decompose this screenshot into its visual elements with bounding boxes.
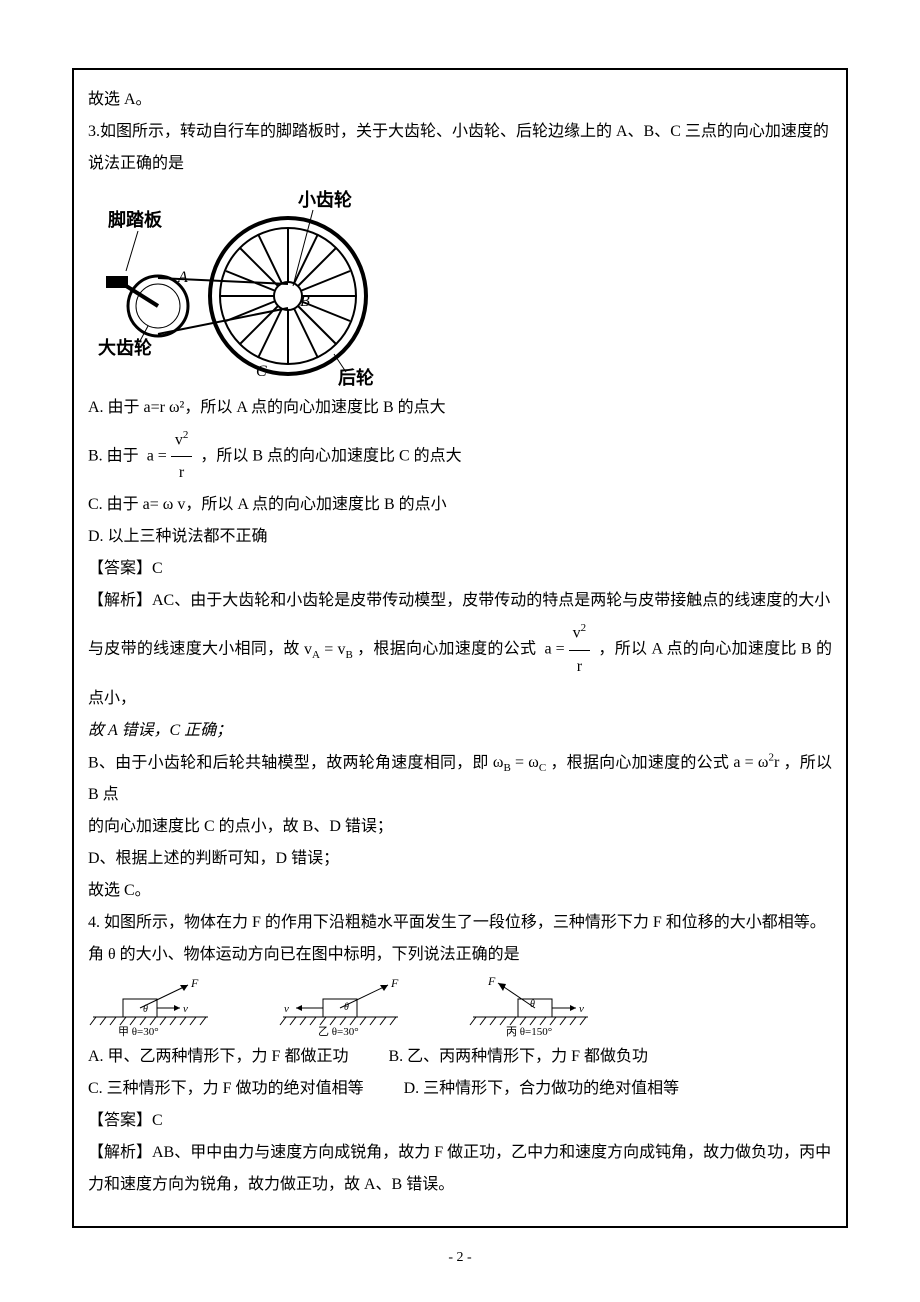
q4-ans: 【答案】C: [88, 1105, 832, 1137]
q3-exp4: B、由于小齿轮和后轮共轴模型，故两轮角速度相同，即 ωB = ωC ，根据向心加…: [88, 747, 832, 812]
q3-optC: C. 由于 a= ω v，所以 A 点的向心加速度比 B 的点小: [88, 489, 832, 521]
q3-optD: D. 以上三种说法都不正确: [88, 521, 832, 553]
label-theta-bing: θ: [530, 999, 535, 1010]
q3-exp3-text: 故 A 错误，C 正确；: [88, 722, 232, 739]
line-pre: 故选 A。: [88, 84, 832, 116]
label-biggear: 大齿轮: [98, 337, 152, 358]
q3-exp2-mid: ，根据向心加速度的公式: [357, 641, 536, 658]
q4-stem2: 角 θ 的大小、物体运动方向已在图中标明，下列说法正确的是: [88, 939, 832, 971]
q3-figure: A B C 脚踏板 大齿轮 小齿轮 后轮: [88, 186, 832, 386]
label-A: A: [177, 269, 188, 286]
q4-optB: B. 乙、丙两种情形下，力 F 都做负功: [388, 1041, 648, 1073]
formula-wb-wc: ωB = ωC: [493, 754, 546, 771]
q3-optB-pre: B. 由于: [88, 447, 139, 464]
q3-exp4-mid: ，根据向心加速度的公式: [550, 754, 729, 771]
label-v-jia: v: [183, 1003, 188, 1015]
q4-stem1: 4. 如图所示，物体在力 F 的作用下沿粗糙水平面发生了一段位移，三种情形下力 …: [88, 907, 832, 939]
label-smallgear: 小齿轮: [298, 189, 352, 210]
q4-optC: C. 三种情形下，力 F 做功的绝对值相等: [88, 1073, 364, 1105]
label-theta-jia: θ: [143, 1004, 148, 1015]
q3-exp3: 故 A 错误，C 正确；: [88, 715, 832, 747]
page-border: 故选 A。 3.如图所示，转动自行车的脚踏板时，关于大齿轮、小齿轮、后轮边缘上的…: [72, 68, 848, 1228]
label-F-jia: F: [190, 977, 199, 990]
formula-denom-2: r: [569, 651, 591, 683]
label-theta-yi: θ: [344, 1002, 349, 1013]
q3-exp5: 的向心加速度比 C 的点小，故 B、D 错误；: [88, 811, 832, 843]
q3-stem-1: 3.如图所示，转动自行车的脚踏板时，关于大齿轮、小齿轮、后轮边缘上的 A、B、C…: [88, 116, 832, 148]
q3-optB-post: ，所以 B 点的向心加速度比 C 的点大: [200, 447, 461, 464]
formula-va-vb: vA = vB: [304, 641, 353, 658]
q3-ans: 【答案】C: [88, 553, 832, 585]
label-F-yi: F: [390, 977, 399, 990]
q4-fig-bing: F θ v 丙 θ=150°: [468, 977, 598, 1037]
q4-figures: F θ v 甲 θ=30° F θ v 乙: [88, 977, 832, 1037]
label-F-bing: F: [487, 977, 496, 988]
label-pedal: 脚踏板: [108, 209, 163, 230]
q3-exp4-pre: B、由于小齿轮和后轮共轴模型，故两轮角速度相同，即: [88, 754, 489, 771]
label-rearwheel: 后轮: [338, 367, 374, 386]
q3-optB: B. 由于 a = v2 r ，所以 B 点的向心加速度比 C 的点大: [88, 424, 832, 489]
formula-denom: r: [171, 457, 193, 489]
q4-optA: A. 甲、乙两种情形下，力 F 都做正功: [88, 1041, 348, 1073]
label-jia: 甲 θ=30°: [118, 1026, 159, 1037]
formula-a-v2r-2: a = v2 r: [545, 617, 591, 682]
page-number: - 2 -: [0, 1244, 920, 1272]
formula-a-w2r: a = ω2r: [733, 754, 779, 771]
label-v-yi: v: [284, 1003, 289, 1015]
label-C: C: [256, 363, 267, 380]
q4-fig-jia: F θ v 甲 θ=30°: [88, 977, 218, 1037]
formula-prefix: a =: [147, 447, 167, 464]
label-B: B: [300, 293, 310, 310]
q3-exp2: 与皮带的线速度大小相同，故 vA = vB ，根据向心加速度的公式 a = v2…: [88, 617, 832, 714]
label-bing: 丙 θ=150°: [506, 1026, 552, 1037]
q3-exp2-pre: 与皮带的线速度大小相同，故: [88, 641, 300, 658]
q3-exp6: D、根据上述的判断可知，D 错误；: [88, 843, 832, 875]
label-yi: 乙 θ=30°: [318, 1025, 359, 1037]
q4-exp2: 力和速度方向为锐角，故力做正功，故 A、B 错误。: [88, 1169, 832, 1201]
q4-optD: D. 三种情形下，合力做功的绝对值相等: [404, 1073, 680, 1105]
formula-a-v2r-1: a = v2 r: [147, 424, 193, 489]
q3-exp1: 【解析】AC、由于大齿轮和小齿轮是皮带传动模型，皮带传动的特点是两轮与皮带接触点…: [88, 585, 832, 617]
q3-exp7: 故选 C。: [88, 875, 832, 907]
formula-numer: v: [175, 431, 183, 448]
q4-exp1: 【解析】AB、甲中由力与速度方向成锐角，故力 F 做正功，乙中力和速度方向成钝角…: [88, 1137, 832, 1169]
label-v-bing: v: [579, 1003, 584, 1015]
formula-super-2: 2: [581, 622, 587, 634]
formula-numer-2: v: [573, 625, 581, 642]
q3-optA: A. 由于 a=r ω²，所以 A 点的向心加速度比 B 的点大: [88, 392, 832, 424]
formula-prefix-2: a =: [545, 641, 565, 658]
formula-super: 2: [183, 429, 189, 441]
q3-stem-2: 说法正确的是: [88, 148, 832, 180]
q4-fig-yi: F θ v 乙 θ=30°: [278, 977, 408, 1037]
